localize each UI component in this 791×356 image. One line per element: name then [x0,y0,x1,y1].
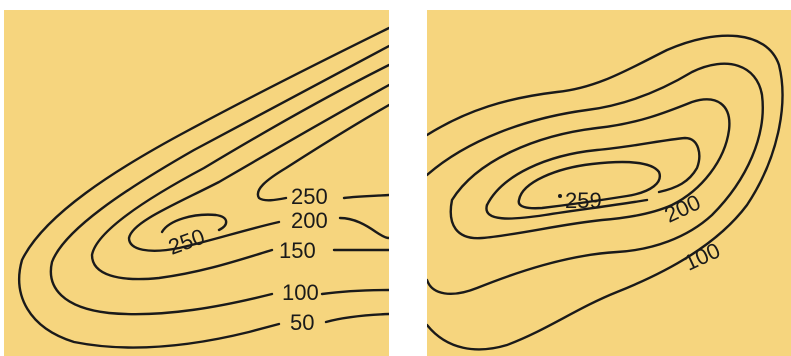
contour-line-100 [427,62,764,296]
contour-label: 259 [565,188,602,213]
map-background [427,10,791,356]
contour-line-50-right [324,312,389,324]
contour-map-right: 259 200 100 [427,10,791,356]
contour-line-outer [427,34,784,351]
contour-line-200 [127,83,389,252]
summit-point [558,194,562,198]
contour-label: 200 [291,208,328,233]
contour-line-200 [485,136,701,207]
contour-map-right-svg: 259 200 100 [427,10,791,356]
contour-line-200-right [338,216,389,240]
contour-line-100-right [320,288,389,296]
contour-line-200-lower [485,198,649,220]
contour-label: 50 [290,310,314,335]
contour-label: 250 [291,184,328,209]
contour-line-250-inner [160,213,228,234]
contour-line-150 [449,98,731,240]
contour-line-150 [90,63,389,281]
contour-line-250-upper [256,103,389,202]
contour-line-100 [49,44,389,316]
contour-label: 150 [279,238,316,263]
contour-map-left: 250 250 200 150 100 50 [4,10,389,356]
contour-line-250 [517,160,661,210]
map-background [4,10,389,356]
contour-map-left-svg: 250 250 200 150 100 50 [4,10,389,356]
contour-line-250-upper-right [342,193,389,200]
contour-label: 100 [282,280,319,305]
contour-line-50 [18,26,389,349]
